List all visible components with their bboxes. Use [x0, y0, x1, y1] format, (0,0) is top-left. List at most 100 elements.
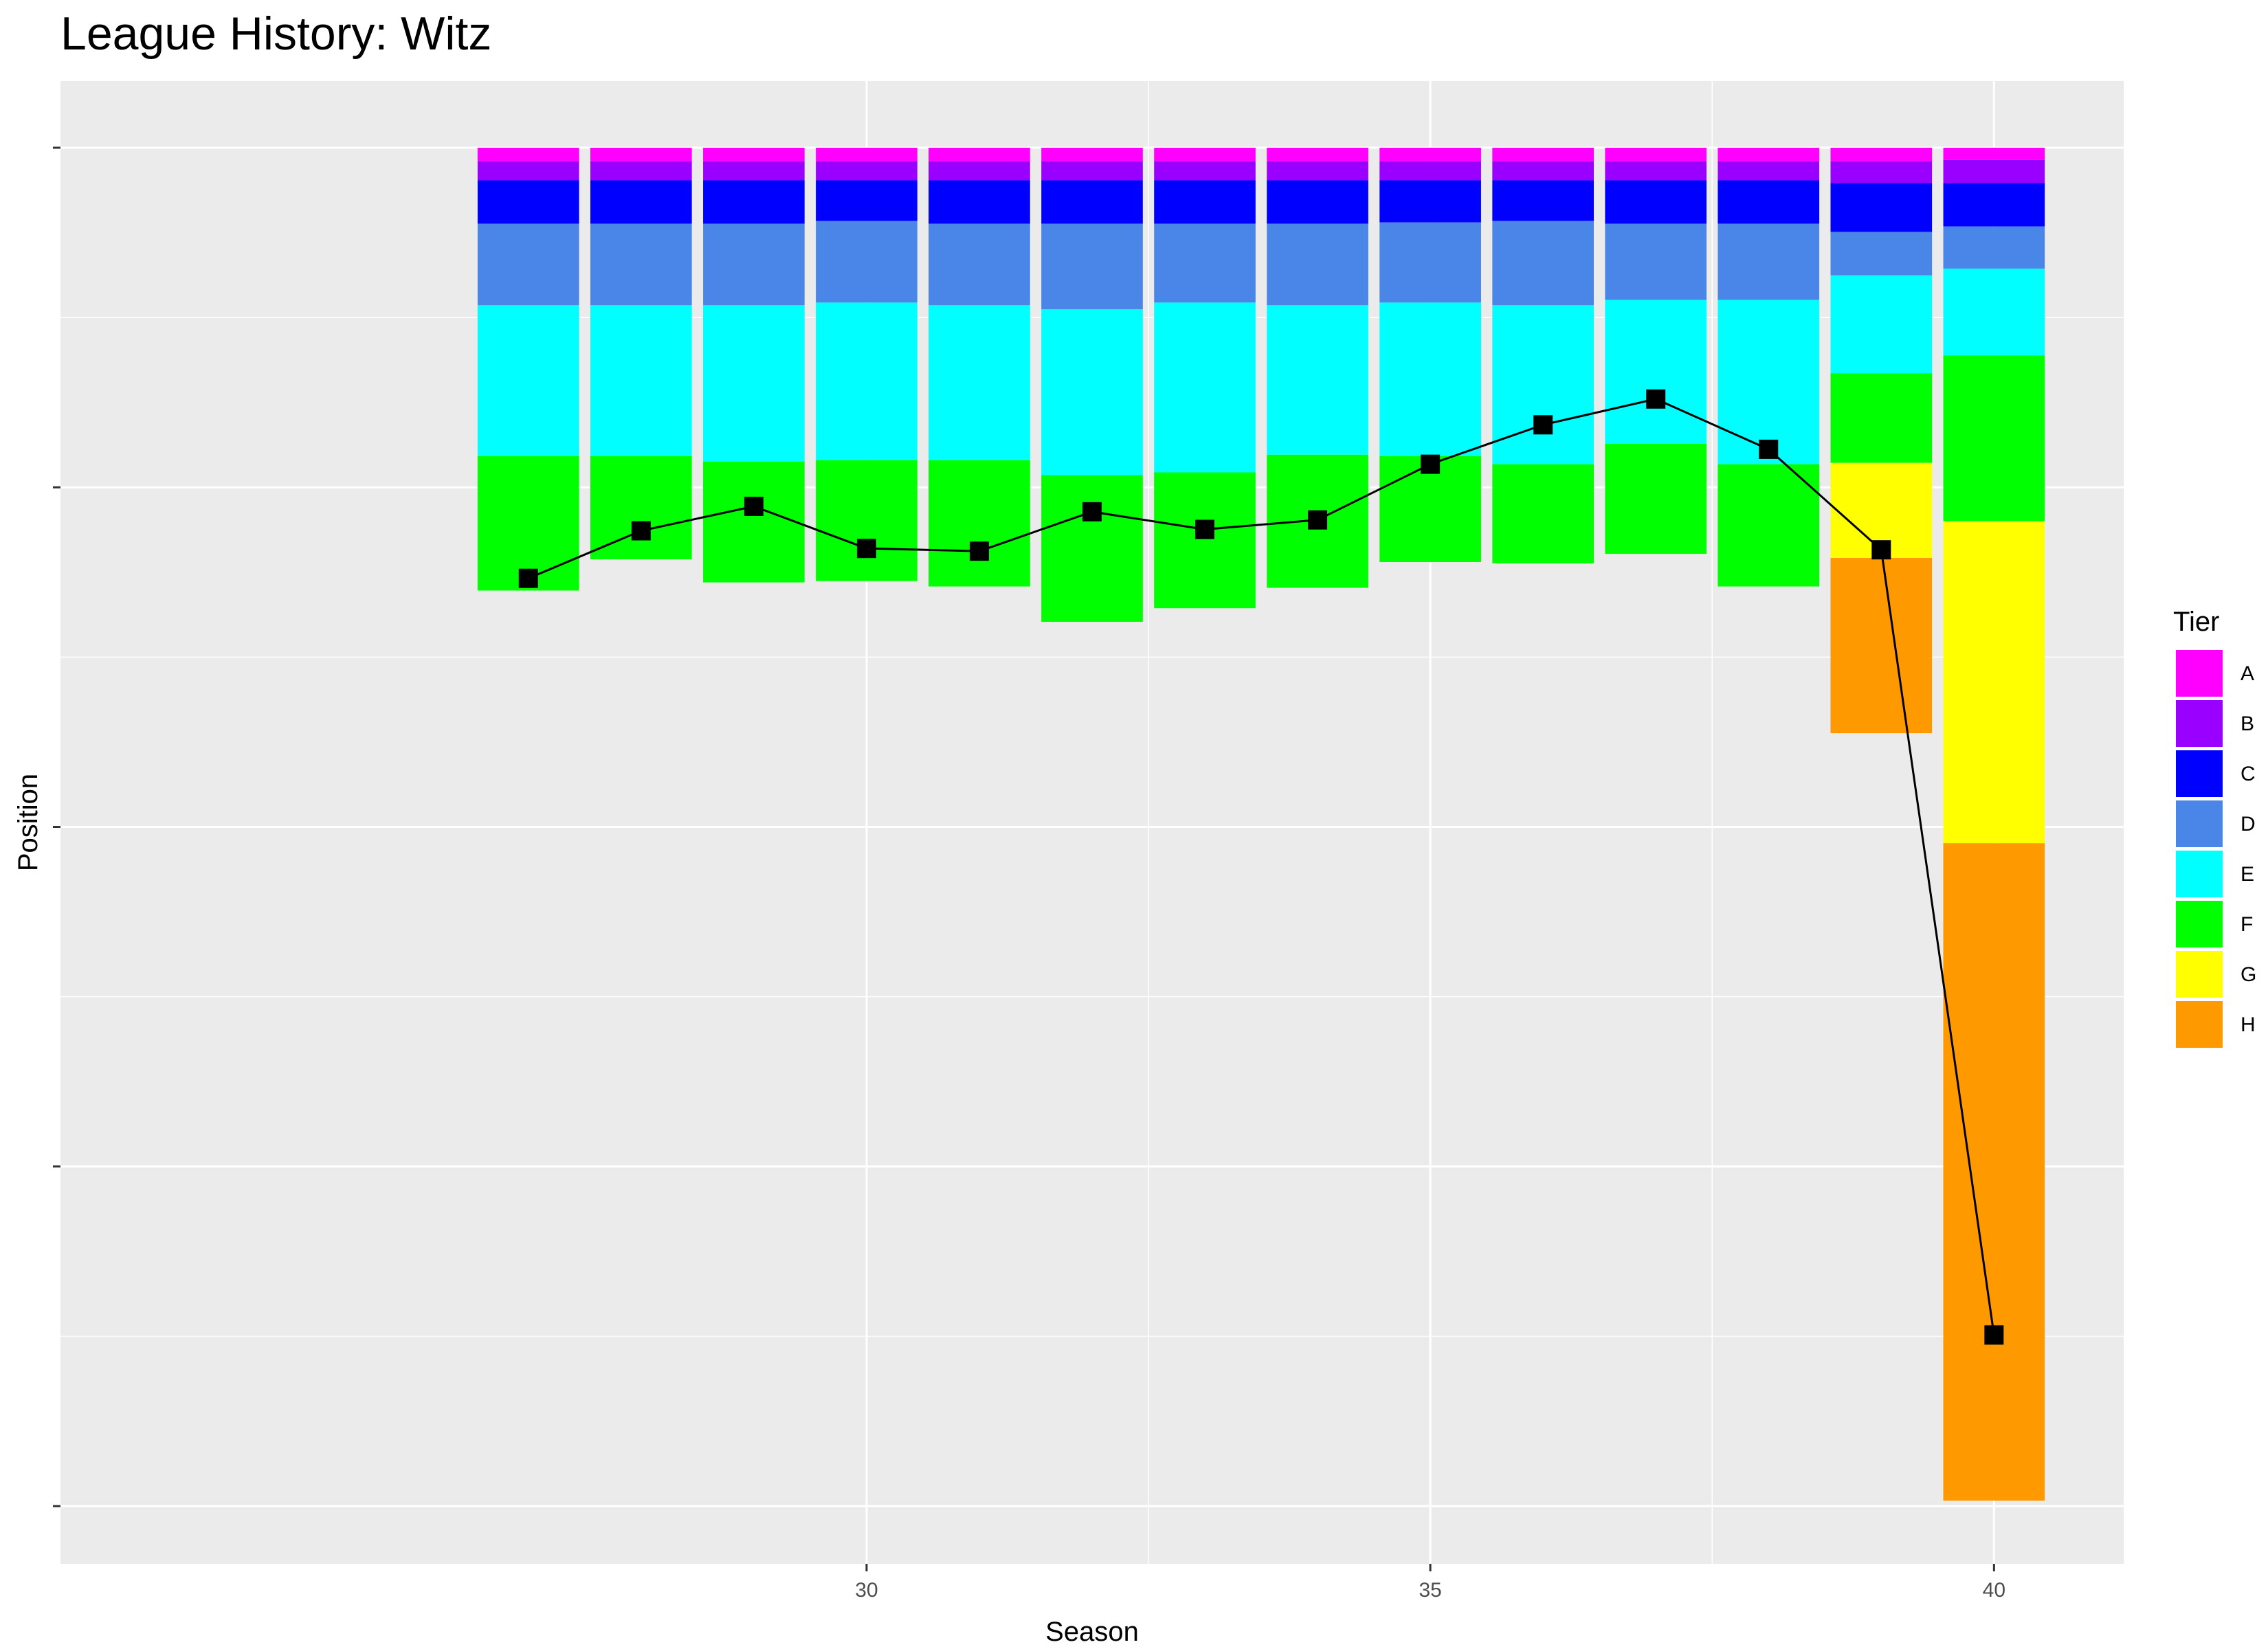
bar-season-31-tier-A	[929, 148, 1030, 161]
bar-season-37-tier-D	[1605, 223, 1707, 300]
bar-season-36-tier-F	[1492, 464, 1594, 563]
legend-key-C	[2176, 750, 2223, 797]
legend-title: Tier	[2173, 607, 2219, 637]
bar-season-28-tier-F	[590, 456, 692, 560]
bar-season-34-tier-D	[1267, 223, 1368, 306]
bar-season-30-tier-B	[816, 161, 918, 181]
legend-label-G: G	[2241, 963, 2256, 986]
bar-season-29-tier-D	[703, 223, 805, 306]
bar-season-34-tier-B	[1267, 161, 1368, 181]
bar-season-28-tier-C	[590, 180, 692, 224]
legend-label-C: C	[2241, 763, 2256, 785]
bar-season-27-tier-B	[477, 161, 579, 181]
bar-season-32-tier-E	[1041, 309, 1143, 475]
bar-season-31-tier-F	[929, 460, 1030, 587]
bar-season-38-tier-E	[1717, 300, 1820, 464]
bar-season-39-tier-C	[1830, 183, 1933, 232]
bar-season-27-tier-D	[477, 223, 579, 306]
bar-season-29-tier-B	[703, 161, 805, 181]
x-tick-label: 30	[855, 1579, 878, 1602]
legend-items: A B C D E F G H	[2176, 650, 2256, 1048]
x-tick-label: 35	[1419, 1579, 1441, 1602]
legend-label-E: E	[2241, 863, 2254, 886]
legend-label-H: H	[2241, 1013, 2256, 1036]
bar-season-36-tier-D	[1492, 221, 1594, 306]
legend-key-G	[2176, 951, 2223, 998]
bar-season-28-tier-B	[590, 161, 692, 181]
legend-key-F	[2176, 901, 2223, 947]
bar-season-39-tier-B	[1830, 161, 1933, 183]
bar-season-31-tier-B	[929, 161, 1030, 181]
bar-season-31-tier-D	[929, 223, 1030, 306]
legend-label-A: A	[2241, 662, 2254, 685]
bar-season-36-tier-B	[1492, 161, 1594, 181]
point-season-37	[1646, 389, 1666, 409]
point-season-35	[1421, 454, 1441, 474]
bar-season-37-tier-E	[1605, 300, 1707, 444]
bar-season-40-tier-H	[1943, 843, 2045, 1501]
bar-season-32-tier-B	[1041, 161, 1143, 181]
bar-season-40-tier-A	[1943, 148, 2045, 160]
point-season-27	[518, 568, 538, 588]
bar-season-33-tier-C	[1154, 180, 1256, 224]
legend-key-A	[2176, 650, 2223, 697]
bar-season-30-tier-F	[816, 460, 918, 581]
bars	[477, 148, 2045, 1501]
point-season-34	[1308, 510, 1328, 530]
bar-season-40-tier-G	[1943, 521, 2045, 844]
bar-season-32-tier-C	[1041, 180, 1143, 224]
point-season-32	[1082, 502, 1102, 521]
bar-season-30-tier-E	[816, 302, 918, 460]
bar-season-28-tier-A	[590, 148, 692, 161]
legend-key-H	[2176, 1001, 2223, 1048]
bar-season-40-tier-C	[1943, 183, 2045, 227]
point-season-29	[744, 496, 764, 516]
bar-season-34-tier-A	[1267, 148, 1368, 161]
bar-season-28-tier-E	[590, 305, 692, 456]
bar-season-30-tier-A	[816, 148, 918, 161]
bar-season-39-tier-F	[1830, 373, 1933, 463]
bar-season-38-tier-A	[1717, 148, 1820, 161]
bar-season-38-tier-D	[1717, 223, 1820, 300]
bar-season-27-tier-F	[477, 456, 579, 591]
bar-season-31-tier-E	[929, 305, 1030, 460]
bar-season-36-tier-A	[1492, 148, 1594, 161]
point-season-28	[631, 521, 651, 541]
legend-key-D	[2176, 800, 2223, 847]
axes: 30 35 40	[53, 146, 2005, 1602]
bar-season-37-tier-B	[1605, 161, 1707, 181]
legend-label-B: B	[2241, 713, 2254, 735]
bar-season-27-tier-E	[477, 305, 579, 456]
bar-season-32-tier-D	[1041, 223, 1143, 310]
point-season-30	[856, 539, 876, 559]
point-season-39	[1871, 540, 1891, 560]
position-line	[528, 398, 1995, 1336]
bar-season-40-tier-F	[1943, 355, 2045, 521]
x-axis-title: Season	[1045, 1617, 1139, 1647]
bar-season-30-tier-C	[816, 180, 918, 221]
bar-season-33-tier-A	[1154, 148, 1256, 161]
bar-season-29-tier-A	[703, 148, 805, 161]
point-season-36	[1533, 415, 1553, 435]
legend-key-E	[2176, 851, 2223, 897]
bar-season-34-tier-E	[1267, 305, 1368, 455]
bar-season-39-tier-E	[1830, 275, 1933, 374]
bar-season-32-tier-F	[1041, 475, 1143, 622]
bar-season-35-tier-C	[1379, 180, 1481, 223]
point-season-38	[1759, 439, 1779, 459]
bar-season-39-tier-H	[1830, 558, 1933, 734]
bar-season-33-tier-D	[1154, 223, 1256, 303]
bar-season-36-tier-C	[1492, 180, 1594, 221]
bar-season-40-tier-B	[1943, 159, 2045, 183]
bar-season-33-tier-F	[1154, 472, 1256, 609]
bar-season-40-tier-D	[1943, 226, 2045, 269]
bar-season-39-tier-A	[1830, 148, 1933, 161]
legend-label-D: D	[2241, 813, 2256, 835]
legend: Tier A B C D E F G H	[2173, 607, 2256, 1048]
position-line-path	[528, 398, 1995, 1336]
position-points	[518, 389, 2004, 1345]
bar-season-39-tier-D	[1830, 232, 1933, 276]
bar-season-38-tier-F	[1717, 464, 1820, 587]
